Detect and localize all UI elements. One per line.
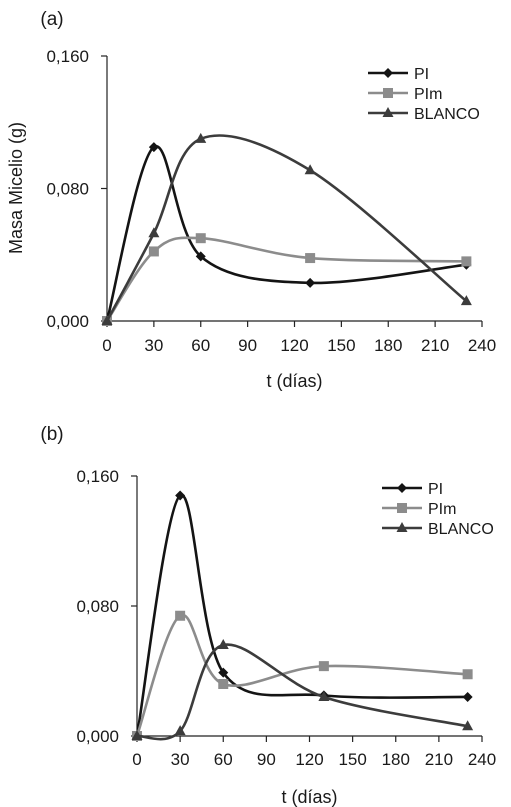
legend-marker-pim [383, 88, 393, 98]
data-point-pi [305, 277, 316, 288]
y-tick-label: 0,160 [76, 467, 119, 486]
data-point-blanco [131, 730, 143, 740]
legend-label-pi: PI [414, 66, 429, 83]
legend-label-pim: PIm [414, 86, 442, 103]
legend: PI PIm BLANCO [368, 66, 480, 123]
x-tick-label: 90 [257, 750, 276, 769]
data-point-pi [175, 490, 186, 501]
panel-label: (a) [40, 9, 63, 30]
data-point-blanco [101, 315, 113, 325]
series-line-blanco [105, 134, 468, 322]
x-tick-label: 0 [132, 750, 141, 769]
series-line-pim [105, 236, 467, 322]
x-tick-label: 210 [425, 750, 453, 769]
series-blanco [101, 132, 472, 325]
legend-label-blanco: BLANCO [428, 521, 494, 538]
data-point-blanco [174, 725, 186, 736]
x-tick-label: 60 [214, 750, 233, 769]
x-tick-label: 0 [102, 336, 111, 355]
y-tick-label: 0,160 [46, 47, 89, 66]
data-point-pim [462, 669, 473, 680]
x-tick-label: 120 [295, 750, 323, 769]
data-point-blanco [318, 691, 330, 701]
legend-label-blanco: BLANCO [414, 106, 480, 123]
series-line-blanco [136, 643, 468, 741]
series-line-pi [105, 145, 467, 322]
chart-panel-a: (a) 0,000 0,080 0,160 0 30 60 90 120 150 180 210 240… [6, 9, 496, 391]
legend-label-pim: PIm [428, 501, 456, 518]
y-axis-label: Masa Micelio (g) [6, 122, 26, 254]
x-axis-label: t (días) [281, 787, 337, 807]
data-point-blanco [460, 295, 472, 306]
panel-label: (b) [40, 424, 63, 445]
legend-marker-pim [397, 503, 407, 513]
series-pim [102, 233, 472, 326]
y-tick-label: 0,080 [76, 597, 119, 616]
series-line-pi [135, 494, 468, 737]
x-tick-label: 240 [468, 750, 496, 769]
legend-marker-pi [383, 68, 393, 78]
data-point-pim [148, 246, 159, 257]
data-point-blanco [462, 720, 474, 731]
x-tick-label: 180 [382, 750, 410, 769]
series-pim [132, 610, 473, 741]
data-point-blanco [195, 132, 207, 143]
y-tick-label: 0,000 [76, 727, 119, 746]
y-tick-label: 0,000 [46, 312, 89, 331]
data-point-pim [305, 253, 316, 264]
chart-panel-b: (b) 0,000 0,080 0,160 0 30 60 90 120 150 180 210 240… [40, 424, 496, 807]
data-point-blanco [217, 639, 229, 649]
series-blanco [131, 639, 474, 741]
x-tick-label: 150 [338, 750, 366, 769]
data-point-pi [195, 251, 206, 262]
y-tick-label: 0,080 [46, 180, 89, 199]
data-point-pi [462, 692, 473, 702]
x-tick-label: 180 [374, 336, 402, 355]
data-point-pim [461, 256, 472, 267]
data-point-blanco [148, 227, 160, 238]
legend-marker-blanco [382, 107, 394, 117]
x-tick-label: 210 [421, 336, 449, 355]
legend-marker-blanco [396, 522, 408, 532]
x-tick-label: 60 [191, 336, 210, 355]
x-axis-label: t (días) [266, 371, 322, 391]
x-tick-label: 240 [468, 336, 496, 355]
data-point-pim [218, 679, 229, 689]
x-tick-label: 90 [238, 336, 257, 355]
data-point-pim [318, 661, 329, 672]
legend-label-pi: PI [428, 481, 443, 498]
legend: PI PIm BLANCO [382, 481, 494, 538]
data-point-blanco [304, 164, 316, 175]
data-point-pim [175, 610, 186, 621]
data-point-pi [148, 142, 159, 153]
x-tick-label: 30 [171, 750, 190, 769]
legend-marker-pi [397, 483, 407, 493]
data-point-pi [218, 667, 229, 678]
x-tick-label: 150 [327, 336, 355, 355]
data-point-pim [195, 233, 206, 244]
x-tick-label: 30 [144, 336, 163, 355]
x-tick-label: 120 [280, 336, 308, 355]
